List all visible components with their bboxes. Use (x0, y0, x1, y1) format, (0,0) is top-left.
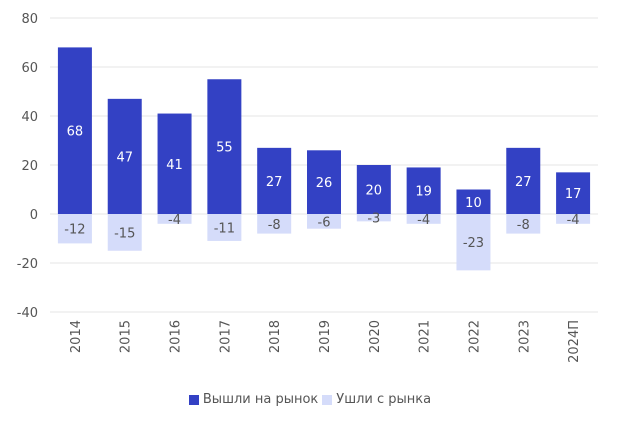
bar-left[interactable] (107, 214, 142, 251)
bar-entered[interactable] (157, 113, 192, 214)
data-label-entered: 19 (415, 185, 432, 200)
y-tick-label: -40 (17, 306, 38, 321)
bar-entered[interactable] (456, 189, 491, 215)
x-tick-label: 2024П (567, 320, 582, 363)
y-tick-label: 60 (21, 61, 38, 76)
data-label-entered: 55 (216, 141, 233, 156)
data-label-left: -4 (168, 213, 181, 228)
y-tick-label: 20 (21, 159, 38, 174)
bar-left[interactable] (207, 214, 242, 241)
x-tick-label: 2018 (268, 320, 283, 353)
legend-label-entered: Вышли на рынок (202, 392, 319, 407)
data-label-left: -11 (214, 221, 235, 236)
bar-left[interactable] (406, 214, 441, 224)
data-label-entered: 47 (116, 150, 133, 165)
x-axis-ticks: 2014 2015 2016 2017 2018 2019 2020 2021 2022 2023… (69, 320, 582, 363)
bar-entered[interactable] (57, 47, 92, 215)
x-tick-label: 2020 (368, 320, 383, 353)
x-tick-label: 2015 (119, 320, 134, 353)
data-label-entered: 41 (166, 158, 183, 173)
y-axis-ticks: 80 60 40 20 0 -20 -40 (17, 12, 38, 321)
data-label-left: -4 (567, 213, 580, 228)
data-label-entered: 20 (366, 184, 383, 199)
legend-label-left: Ушли с рынка (336, 392, 432, 407)
legend: Вышли на рынок Ушли с рынка (0, 392, 620, 407)
data-label-entered: 17 (565, 187, 582, 202)
bar-left[interactable] (506, 214, 541, 234)
bar-entered[interactable] (307, 150, 341, 214)
bar-left[interactable] (257, 214, 292, 234)
bar-entered[interactable] (406, 167, 441, 214)
bar-left[interactable] (157, 214, 192, 224)
bar-left[interactable] (456, 214, 491, 271)
data-label-left: -8 (517, 218, 530, 233)
legend-item-left[interactable]: Ушли с рынка (322, 392, 431, 407)
bar-left[interactable] (307, 214, 341, 229)
y-tick-label: 80 (21, 12, 38, 27)
y-tick-label: 40 (21, 110, 38, 125)
data-label-entered: 27 (515, 175, 532, 190)
legend-swatch-left (322, 394, 333, 405)
bar-left[interactable] (57, 214, 92, 244)
data-label-entered: 26 (316, 176, 333, 191)
x-tick-label: 2023 (517, 320, 532, 353)
x-tick-label: 2017 (218, 320, 233, 353)
x-tick-label: 2021 (418, 320, 433, 353)
x-tick-label: 2022 (467, 320, 482, 353)
legend-swatch-entered (188, 394, 199, 405)
data-label-left: -6 (318, 215, 331, 230)
bar-entered[interactable] (556, 172, 591, 214)
data-label-left: -4 (417, 213, 430, 228)
data-label-entered: 68 (67, 125, 84, 140)
y-tick-label: -20 (17, 257, 38, 272)
legend-item-entered[interactable]: Вышли на рынок (188, 392, 319, 407)
x-tick-label: 2016 (169, 320, 184, 353)
bars: 68 -12 47 -15 41 -4 55 -11 27 -8 26 -6 20 -3 19 -4 10 -23… (57, 47, 591, 271)
data-label-left: -3 (367, 212, 380, 227)
data-label-left: -12 (64, 223, 85, 238)
bar-entered[interactable] (257, 147, 292, 214)
data-label-left: -15 (114, 226, 135, 241)
data-label-entered: 10 (465, 196, 482, 211)
bar-left[interactable] (556, 214, 591, 224)
bar-entered[interactable] (506, 147, 541, 214)
data-label-entered: 27 (266, 175, 283, 190)
bar-entered[interactable] (107, 98, 142, 214)
bar-entered[interactable] (207, 79, 242, 214)
bar-entered[interactable] (356, 165, 391, 214)
data-label-left: -23 (463, 236, 484, 251)
x-tick-label: 2019 (318, 320, 333, 353)
x-tick-label: 2014 (69, 320, 84, 353)
bar-left[interactable] (356, 214, 391, 222)
data-label-left: -8 (268, 218, 281, 233)
y-tick-label: 0 (30, 208, 38, 223)
